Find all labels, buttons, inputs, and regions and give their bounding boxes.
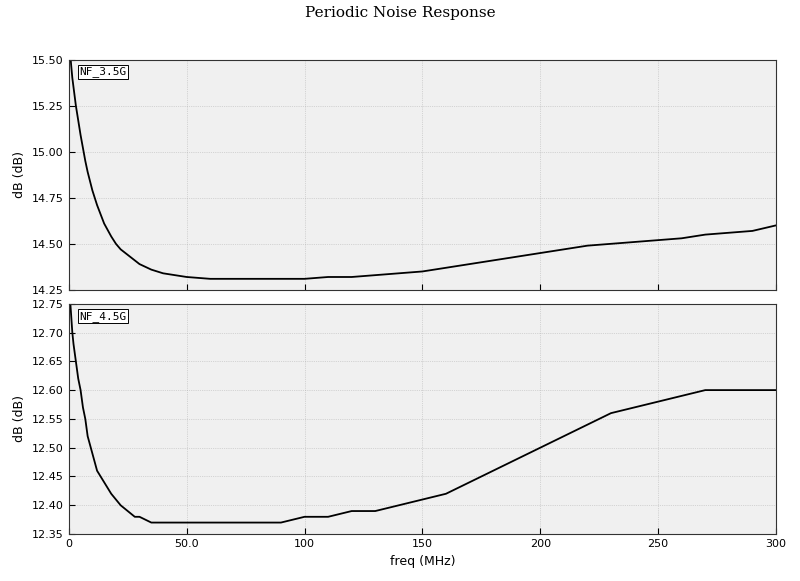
Text: NF_3.5G: NF_3.5G — [79, 66, 126, 77]
Y-axis label: dB (dB): dB (dB) — [14, 396, 26, 442]
X-axis label: freq (MHz): freq (MHz) — [390, 554, 455, 568]
Y-axis label: dB (dB): dB (dB) — [14, 151, 26, 198]
Text: NF_4.5G: NF_4.5G — [79, 311, 126, 321]
Text: Periodic Noise Response: Periodic Noise Response — [305, 6, 495, 20]
